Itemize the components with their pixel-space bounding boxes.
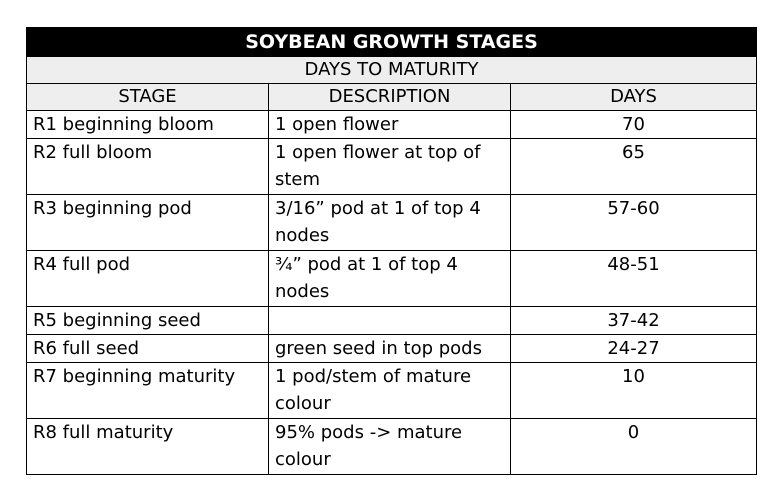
days-cell: 37-42 xyxy=(509,306,758,335)
description-cell: 3/16” pod at 1 of top 4 nodes xyxy=(268,194,511,251)
stage-cell: R7 beginning maturity xyxy=(26,362,269,419)
description-cell: 1 open flower xyxy=(268,110,511,139)
table-row: R8 full maturity 95% pods -> mature colo… xyxy=(26,418,758,475)
table-row: R6 full seed green seed in top pods 24-2… xyxy=(26,334,758,363)
stage-cell: R4 full pod xyxy=(26,250,269,307)
days-cell: 48-51 xyxy=(509,250,758,307)
description-cell: 95% pods -> mature colour xyxy=(268,418,511,475)
growth-stages-table: SOYBEAN GROWTH STAGES DAYS TO MATURITY S… xyxy=(25,27,758,475)
stage-cell: R8 full maturity xyxy=(26,418,269,475)
stage-cell: R1 beginning bloom xyxy=(26,110,269,139)
table-row: R5 beginning seed 37-42 xyxy=(26,306,758,335)
column-header-description: DESCRIPTION xyxy=(268,83,511,111)
days-cell: 57-60 xyxy=(509,194,758,251)
table-row: R7 beginning maturity 1 pod/stem of matu… xyxy=(26,362,758,419)
table-row: R1 beginning bloom 1 open flower 70 xyxy=(26,110,758,139)
description-cell: green seed in top pods xyxy=(268,334,511,363)
growth-stages-table-container: SOYBEAN GROWTH STAGES DAYS TO MATURITY S… xyxy=(25,27,758,475)
days-cell: 0 xyxy=(509,418,758,475)
table-row: R4 full pod ¾” pod at 1 of top 4 nodes 4… xyxy=(26,250,758,307)
description-cell: 1 open flower at top of stem xyxy=(268,138,511,195)
days-cell: 70 xyxy=(509,110,758,139)
stage-cell: R3 beginning pod xyxy=(26,194,269,251)
description-cell: 1 pod/stem of mature colour xyxy=(268,362,511,419)
days-cell: 10 xyxy=(509,362,758,419)
description-cell: ¾” pod at 1 of top 4 nodes xyxy=(268,250,511,307)
table-row: R3 beginning pod 3/16” pod at 1 of top 4… xyxy=(26,194,758,251)
description-cell xyxy=(268,306,511,335)
stage-cell: R6 full seed xyxy=(26,334,269,363)
table-subtitle: DAYS TO MATURITY xyxy=(25,56,758,84)
stage-cell: R2 full bloom xyxy=(26,138,269,195)
days-cell: 65 xyxy=(509,138,758,195)
days-cell: 24-27 xyxy=(509,334,758,363)
stage-cell: R5 beginning seed xyxy=(26,306,269,335)
column-header-stage: STAGE xyxy=(26,83,269,111)
table-row: R2 full bloom 1 open flower at top of st… xyxy=(26,138,758,195)
column-header-days: DAYS xyxy=(509,83,758,111)
table-title: SOYBEAN GROWTH STAGES xyxy=(25,27,758,57)
